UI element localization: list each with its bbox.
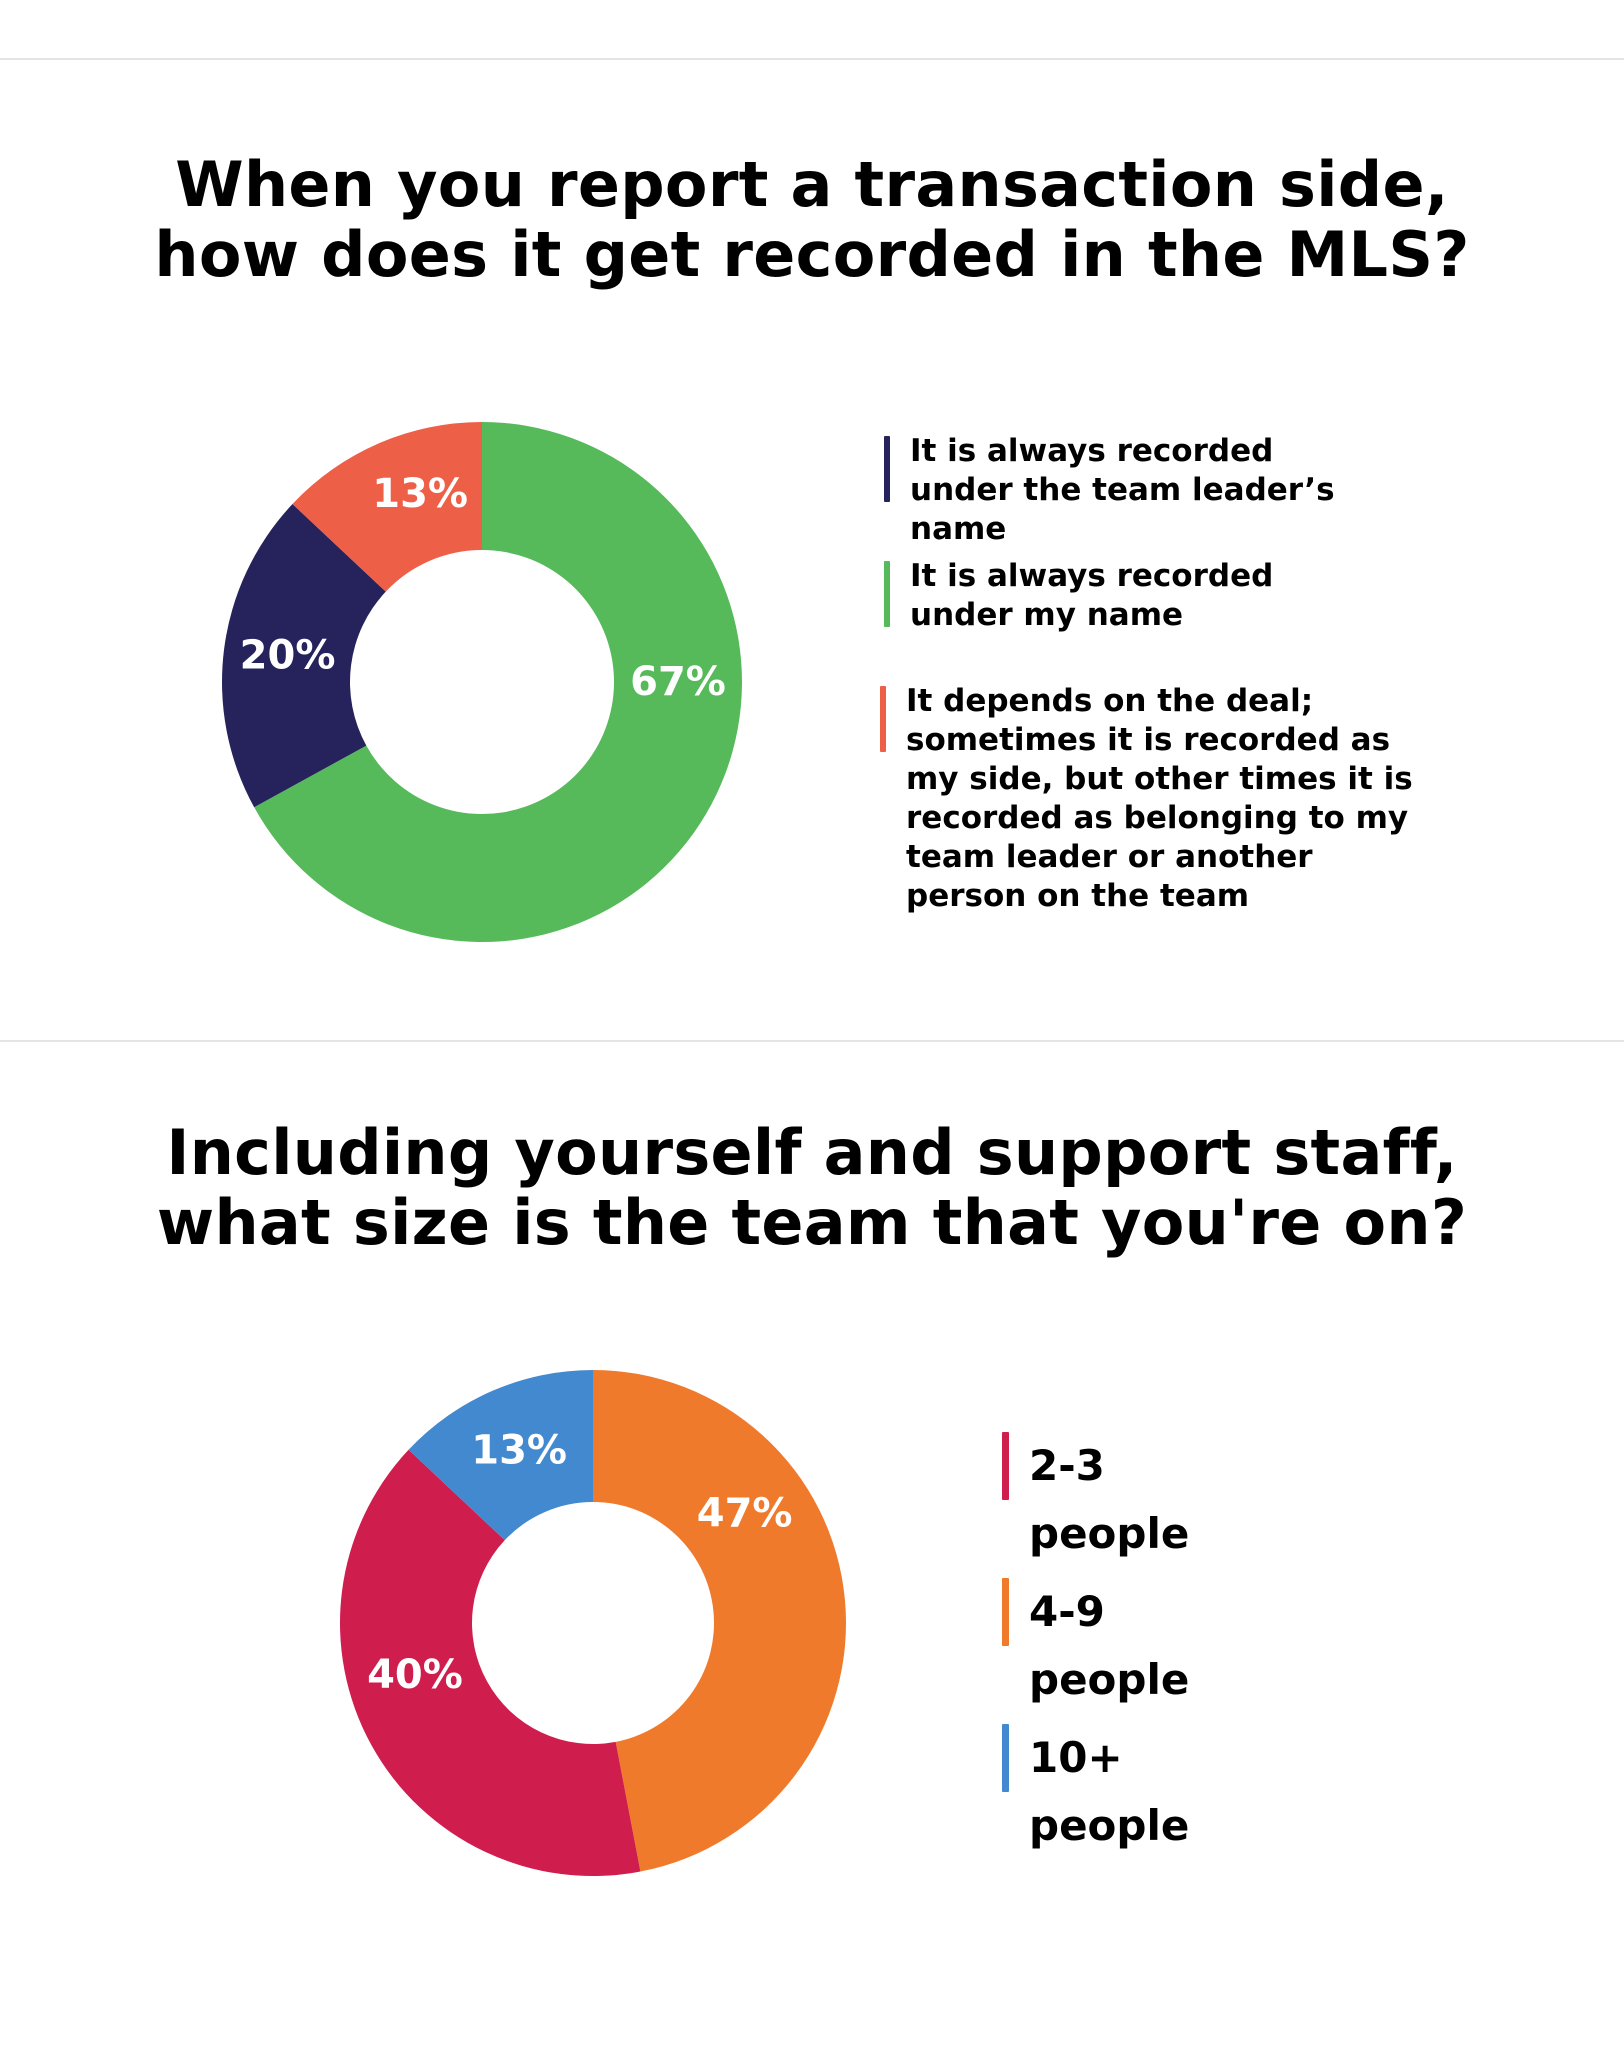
chart-2-legend-label-1: 2-3 people — [1029, 1441, 1190, 1558]
chart-2-legend-item-2: 4-9 people — [1002, 1578, 1189, 1714]
chart-2-slice-1-label: 40% — [367, 1652, 463, 1698]
chart-2-legend-item-3: 10+ people — [1002, 1724, 1189, 1860]
chart-1-legend-label-1: It is always recorded under the team lea… — [910, 433, 1335, 547]
chart-1-legend-label-2: It is always recorded under my name — [910, 558, 1274, 633]
chart-2-slice-2-label: 47% — [697, 1490, 793, 1536]
chart-1-legend-item-3: It depends on the deal; sometimes it is … — [880, 682, 1426, 916]
chart-2-donut: 47% 40% 13% — [340, 1370, 846, 1876]
chart-2-legend-swatch-2 — [1002, 1578, 1009, 1646]
chart-1-legend-item-1: It is always recorded under the team lea… — [884, 432, 1380, 549]
chart-2-slice-1 — [340, 1449, 641, 1876]
chart-1-title: When you report a transaction side, how … — [0, 150, 1624, 290]
chart-1-legend-label-3: It depends on the deal; sometimes it is … — [906, 683, 1413, 914]
chart-1-slice-1 — [222, 504, 386, 808]
chart-2-title-line-1: Including yourself and support staff, — [166, 1116, 1458, 1189]
chart-2-slice-3 — [408, 1370, 593, 1541]
chart-2-legend-swatch-1 — [1002, 1432, 1009, 1500]
chart-1-donut: 67% 20% 13% — [222, 422, 742, 942]
chart-2-legend-label-3: 10+ people — [1029, 1733, 1190, 1850]
chart-2-legend-item-1: 2-3 people — [1002, 1432, 1189, 1568]
chart-2-slice-3-label: 13% — [471, 1427, 567, 1473]
chart-2-slice-2 — [593, 1370, 846, 1872]
chart-1-title-line-2: how does it get recorded in the MLS? — [154, 218, 1470, 291]
top-divider — [0, 58, 1624, 60]
chart-2-title-line-2: what size is the team that you're on? — [156, 1186, 1468, 1259]
chart-1-legend-swatch-2 — [884, 561, 890, 627]
middle-divider — [0, 1040, 1624, 1042]
chart-1-legend-item-2: It is always recorded under my name — [884, 557, 1290, 635]
chart-1-slice-3-label: 13% — [372, 471, 468, 517]
chart-1-legend-swatch-3 — [880, 686, 886, 752]
chart-2-title: Including yourself and support staff, wh… — [0, 1118, 1624, 1258]
chart-1-slice-3 — [292, 422, 482, 592]
chart-1-title-line-1: When you report a transaction side, — [175, 148, 1449, 221]
chart-1-slice-2-label: 67% — [630, 659, 726, 705]
chart-1-slice-2 — [254, 422, 742, 942]
chart-1-legend-swatch-1 — [884, 436, 890, 502]
chart-1-slice-1-label: 20% — [240, 632, 336, 678]
chart-2-legend-swatch-3 — [1002, 1724, 1009, 1792]
chart-2-legend-label-2: 4-9 people — [1029, 1587, 1190, 1704]
